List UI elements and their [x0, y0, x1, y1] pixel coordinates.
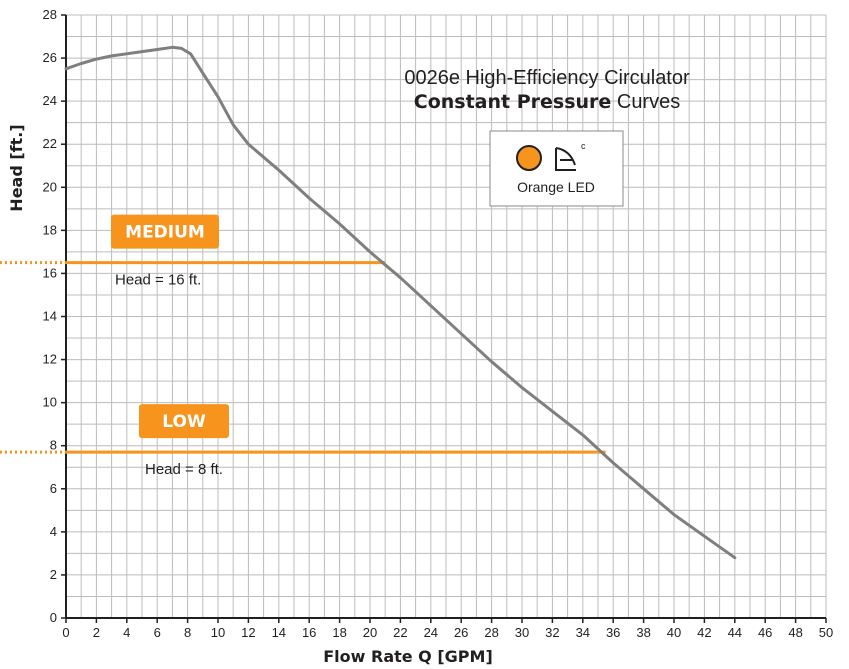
- y-tick-label: 12: [43, 352, 57, 367]
- legend-box: c Orange LED: [489, 130, 624, 207]
- y-tick-label: 26: [43, 50, 57, 65]
- x-tick-label: 38: [636, 625, 650, 640]
- y-tick-label: 24: [43, 93, 57, 108]
- y-tick-label: 16: [43, 265, 57, 280]
- x-tick-label: 14: [272, 625, 286, 640]
- legend-superscript: c: [581, 141, 586, 151]
- x-tick-label: 12: [241, 625, 255, 640]
- x-tick-label: 46: [758, 625, 772, 640]
- x-tick-label: 28: [484, 625, 498, 640]
- x-tick-label: 20: [363, 625, 377, 640]
- x-tick-label: 26: [454, 625, 468, 640]
- y-tick-label: 20: [43, 179, 57, 194]
- y-tick-label: 2: [50, 567, 57, 582]
- constant-pressure-icon: [555, 147, 576, 171]
- x-tick-label: 16: [302, 625, 316, 640]
- x-tick-label: 42: [697, 625, 711, 640]
- x-axis-title: Flow Rate Q [GPM]: [323, 647, 493, 666]
- x-tick-label: 48: [788, 625, 802, 640]
- x-tick-label: 10: [211, 625, 225, 640]
- low-level-badge: [139, 404, 229, 439]
- x-tick-label: 50: [819, 625, 833, 640]
- x-tick-label: 36: [606, 625, 620, 640]
- y-tick-label: 22: [43, 136, 57, 151]
- chart-title: 0026e High-Efficiency Circulator: [404, 67, 690, 89]
- y-tick-label: 14: [43, 309, 57, 324]
- legend-label: Orange LED: [517, 179, 595, 195]
- orange-led-icon: [516, 145, 542, 171]
- chart-subtitle: Constant Pressure Curves: [414, 91, 680, 113]
- x-tick-labels: 0 2 4 6 8 10 12 14 16 18 20 22 24 26 28 30 32 34 36 38 40 42 4…: [62, 625, 833, 640]
- axes: [61, 14, 827, 623]
- x-tick-label: 32: [545, 625, 559, 640]
- x-tick-label: 0: [62, 625, 69, 640]
- low-level-badge-label: LOW: [162, 412, 206, 432]
- x-tick-label: 2: [93, 625, 100, 640]
- x-tick-label: 22: [393, 625, 407, 640]
- y-tick-label: 8: [50, 438, 57, 453]
- y-axis-title: Head [ft.]: [7, 124, 26, 211]
- y-tick-label: 4: [50, 524, 57, 539]
- x-tick-label: 4: [123, 625, 130, 640]
- level-lines: MEDIUM Head = 16 ft. LOW Head = 8 ft.: [0, 214, 606, 478]
- medium-level-badge-label: MEDIUM: [125, 223, 205, 243]
- x-tick-label: 34: [576, 625, 590, 640]
- x-tick-label: 24: [424, 625, 438, 640]
- x-tick-label: 30: [515, 625, 529, 640]
- x-tick-label: 8: [184, 625, 191, 640]
- pump-curve: [64, 45, 737, 560]
- x-tick-label: 44: [728, 625, 742, 640]
- x-tick-label: 18: [332, 625, 346, 640]
- y-tick-label: 10: [43, 395, 57, 410]
- medium-level-badge: [111, 214, 219, 249]
- low-level-annotation: Head = 8 ft.: [145, 461, 223, 478]
- y-tick-label: 28: [43, 7, 57, 22]
- y-tick-label: 6: [50, 481, 57, 496]
- x-tick-label: 40: [667, 625, 681, 640]
- y-tick-label: 18: [43, 222, 57, 237]
- y-tick-label: 0: [50, 610, 57, 625]
- x-tick-label: 6: [154, 625, 161, 640]
- pump-curve-line: [64, 45, 737, 560]
- medium-level-annotation: Head = 16 ft.: [115, 272, 201, 289]
